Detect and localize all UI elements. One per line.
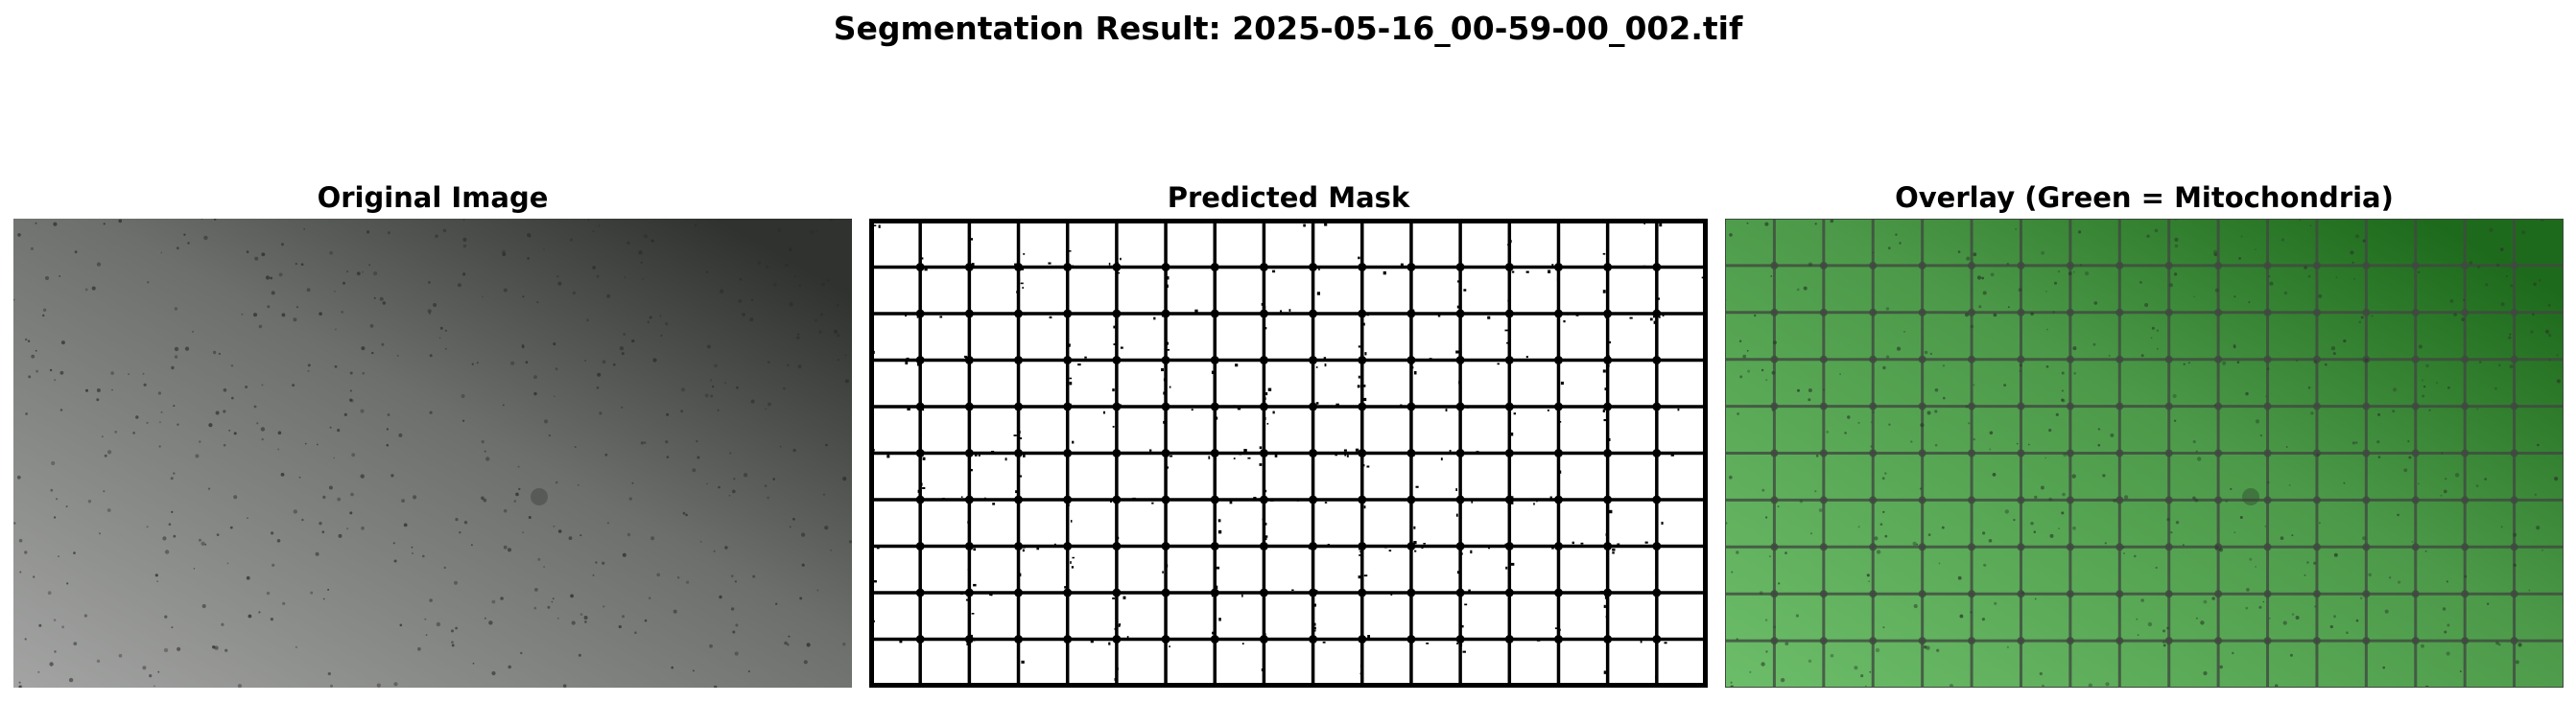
overlay-grid-nodes <box>1770 261 2518 645</box>
overlay-title: Overlay (Green = Mitochondria) <box>1895 181 2394 214</box>
overlay-image <box>1725 219 2564 688</box>
original-image-title: Original Image <box>317 181 549 214</box>
specks <box>1725 219 2561 688</box>
mask-grid-nodes <box>915 263 1662 644</box>
specks <box>13 219 852 688</box>
overlay-panel <box>1725 219 2564 688</box>
original-image-panel <box>13 219 852 688</box>
predicted-mask-title: Predicted Mask <box>1167 181 1410 214</box>
original-image <box>13 219 852 688</box>
predicted-mask-image <box>871 221 1706 686</box>
predicted-mask-panel <box>869 219 1708 688</box>
figure-title: Segmentation Result: 2025-05-16_00-59-00… <box>833 10 1743 47</box>
